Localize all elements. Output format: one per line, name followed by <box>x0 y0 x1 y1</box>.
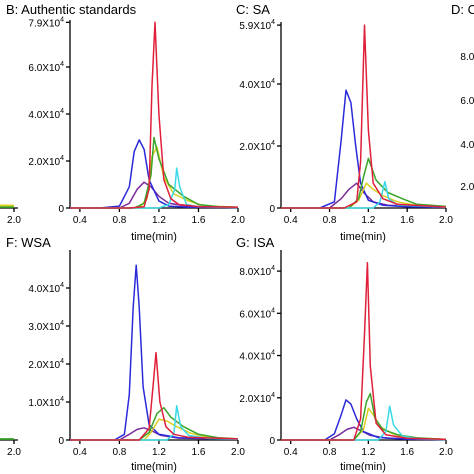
series-cyan <box>70 167 239 209</box>
y-tick-label: 5.9X104 <box>239 19 275 32</box>
y-tick-label: 2.0X104 <box>460 180 474 193</box>
x-tick-label: 0.4 <box>284 215 298 226</box>
series-purple <box>281 182 447 209</box>
y-tick-label: 2.0X104 <box>239 140 275 153</box>
y-tick-label: 4.0X104 <box>239 78 275 91</box>
series-red <box>70 21 239 209</box>
y-tick-label: 6.0X104 <box>460 94 474 107</box>
panel-title: F: WSA <box>6 235 51 250</box>
x-tick-label: 2.0 <box>231 215 245 226</box>
y-tick-label: 0 <box>58 204 64 215</box>
series-red <box>281 24 447 209</box>
x-tick-label: 2.0 <box>7 215 21 226</box>
x-tick-label: 0.8 <box>323 215 337 226</box>
series-blue <box>70 139 239 209</box>
series-red <box>70 351 239 441</box>
series-cyan <box>70 405 239 441</box>
y-tick-label: 7.9X104 <box>28 16 64 29</box>
x-axis-label: time(min) <box>340 461 386 473</box>
x-tick-label: 1.2 <box>361 215 375 226</box>
y-tick-label: 1.0X104 <box>28 396 64 409</box>
series-green <box>281 392 447 441</box>
y-tick-label: 0 <box>58 436 64 447</box>
y-tick-label: 0 <box>269 436 275 447</box>
x-tick-label: 0.8 <box>112 447 126 458</box>
x-tick-label: 2.0 <box>7 447 21 458</box>
series-green <box>70 136 239 209</box>
series-blue <box>281 89 447 209</box>
panel-5: F: WSA 1.0X104 2.0X104 3.0X104 4.0X104 0 0.4 0.… <box>6 235 245 473</box>
x-tick-label: 1.2 <box>152 447 166 458</box>
x-tick-label: 1.2 <box>152 215 166 226</box>
y-tick-label: 2.0X104 <box>239 392 275 405</box>
panel-title: B: Authentic standards <box>6 2 137 17</box>
x-tick-label: 2.0 <box>439 215 453 226</box>
x-tick-label: 1.2 <box>361 447 375 458</box>
series-yellow <box>70 418 239 441</box>
panel-title: D: C <box>451 2 474 17</box>
y-tick-label: 3.0X104 <box>28 320 64 333</box>
panel-title: G: ISA <box>236 235 275 250</box>
series-purple <box>70 181 239 209</box>
y-tick-label: 2.0X104 <box>28 155 64 168</box>
x-axis-label: time(min) <box>131 461 177 473</box>
panel-0: 2.0 <box>0 204 21 226</box>
x-tick-label: 0.4 <box>73 215 87 226</box>
y-tick-label: 6.0X104 <box>28 61 64 74</box>
series-cyan <box>281 405 447 441</box>
panel-title: C: SA <box>236 2 270 17</box>
y-tick-label: 4.0X104 <box>28 282 64 295</box>
y-tick-label: 0 <box>269 204 275 215</box>
x-tick-label: 2.0 <box>231 447 245 458</box>
x-tick-label: 0.8 <box>323 447 337 458</box>
y-tick-label: 4.0X104 <box>239 350 275 363</box>
y-tick-label: 8.0X104 <box>239 265 275 278</box>
y-tick-label: 2.0X104 <box>28 358 64 371</box>
x-tick-label: 1.6 <box>192 215 206 226</box>
y-tick-label: 8.0X104 <box>460 50 474 63</box>
panel-1: B: Authentic standards 2.0X104 4.0X104 6.0X… <box>6 2 245 243</box>
series-yellow <box>70 146 239 209</box>
y-tick-label: 4.0X104 <box>28 108 64 121</box>
series-blue <box>281 399 447 441</box>
x-tick-label: 1.6 <box>400 215 414 226</box>
series-red <box>281 261 447 441</box>
x-tick-label: 0.8 <box>112 215 126 226</box>
x-axis-label: time(min) <box>340 231 386 243</box>
x-tick-label: 1.6 <box>400 447 414 458</box>
panel-4: 2.0 <box>0 438 21 458</box>
series-green <box>281 157 447 209</box>
y-tick-label: 4.0X104 <box>460 138 474 151</box>
x-tick-label: 2.0 <box>439 447 453 458</box>
y-tick-label: 6.0X104 <box>239 307 275 320</box>
x-tick-label: 0.4 <box>284 447 298 458</box>
series-green <box>70 406 239 441</box>
x-axis-label: time(min) <box>131 231 177 243</box>
x-tick-label: 0.4 <box>73 447 87 458</box>
panel-6: G: ISA 2.0X104 4.0X104 6.0X104 8.0X104 0 0.4 0.… <box>236 235 453 473</box>
x-tick-label: 1.6 <box>192 447 206 458</box>
series-blue <box>70 264 239 441</box>
panel-2: C: SA 2.0X104 4.0X104 5.9X104 0 0.4 0.8 1.2 1.6 2… <box>236 2 453 243</box>
panel-3: D: C 2.0X104 4.0X104 6.0X104 8.0X104 <box>451 2 474 193</box>
